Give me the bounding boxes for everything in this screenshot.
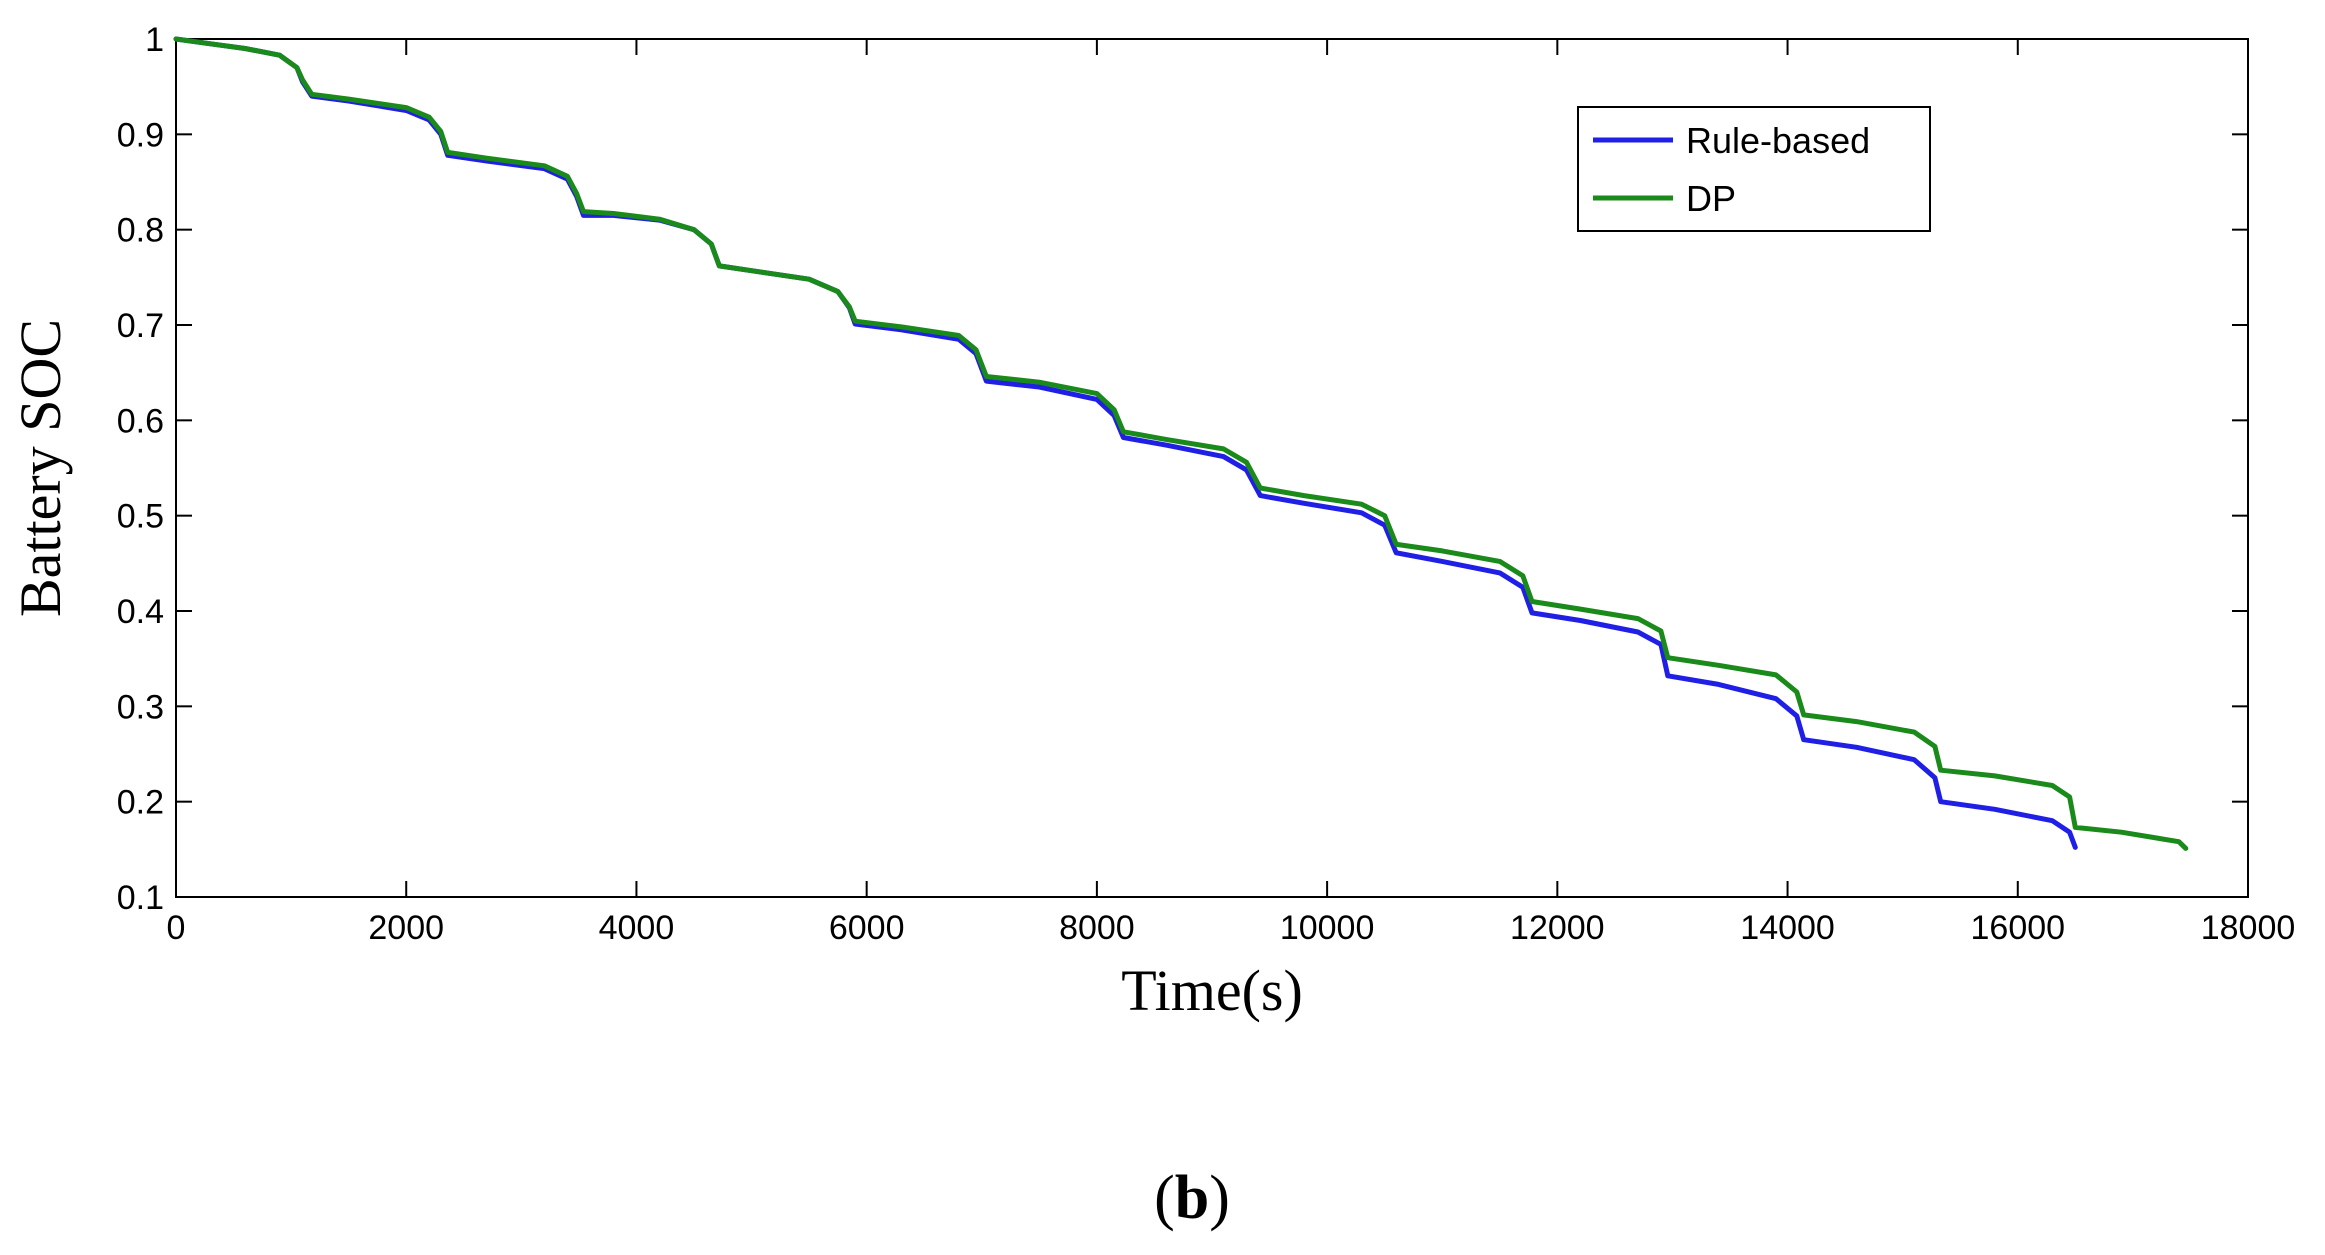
x-tick-label: 10000	[1280, 909, 1375, 947]
panel-label: (b)	[1154, 1164, 1230, 1232]
y-tick-label: 0.6	[117, 402, 164, 440]
x-tick-label: 18000	[2201, 909, 2296, 947]
x-tick-label: 6000	[829, 909, 905, 947]
x-axis: 0 2000 4000 6000 8000 10000 12000 14000 16000 180…	[167, 39, 2296, 947]
y-tick-label: 0.7	[117, 307, 164, 345]
y-tick-label: 1	[145, 21, 164, 59]
x-tick-label: 2000	[368, 909, 444, 947]
y-tick-label: 0.8	[117, 212, 164, 250]
series-line-dp	[173, 36, 2189, 851]
legend-box	[1577, 106, 1931, 232]
panel-label-open: (	[1154, 1164, 1175, 1232]
series-layer	[173, 36, 2189, 851]
y-axis-title: Battery SOC	[8, 319, 73, 617]
y-tick-label: 0.4	[117, 593, 164, 631]
legend-label-rule-based: Rule-based	[1686, 120, 1870, 161]
x-tick-label: 12000	[1510, 909, 1605, 947]
y-tick-label: 0.2	[117, 784, 164, 822]
panel-label-close: )	[1209, 1164, 1230, 1232]
y-tick-label: 0.3	[117, 688, 164, 726]
legend-label-dp: DP	[1686, 178, 1736, 219]
x-tick-label: 4000	[599, 909, 675, 947]
y-tick-label: 0.1	[117, 879, 164, 917]
axes-box	[175, 38, 2249, 898]
x-tick-label: 16000	[1971, 909, 2066, 947]
plot-area: 0 2000 4000 6000 8000 10000 12000 14000 16000 180…	[117, 21, 2296, 947]
y-tick-label: 0.5	[117, 498, 164, 536]
legend: Rule-based DP	[1577, 106, 1931, 232]
x-axis-title: Time(s)	[1121, 958, 1303, 1023]
x-tick-label: 0	[167, 909, 186, 947]
y-axis: 0.1 0.2 0.3 0.4 0.5 0.6 0.7 0.8 0.9 1	[117, 21, 2248, 917]
x-tick-label: 8000	[1059, 909, 1135, 947]
panel-label-letter: b	[1175, 1164, 1209, 1232]
y-tick-label: 0.9	[117, 116, 164, 154]
x-tick-label: 14000	[1740, 909, 1835, 947]
